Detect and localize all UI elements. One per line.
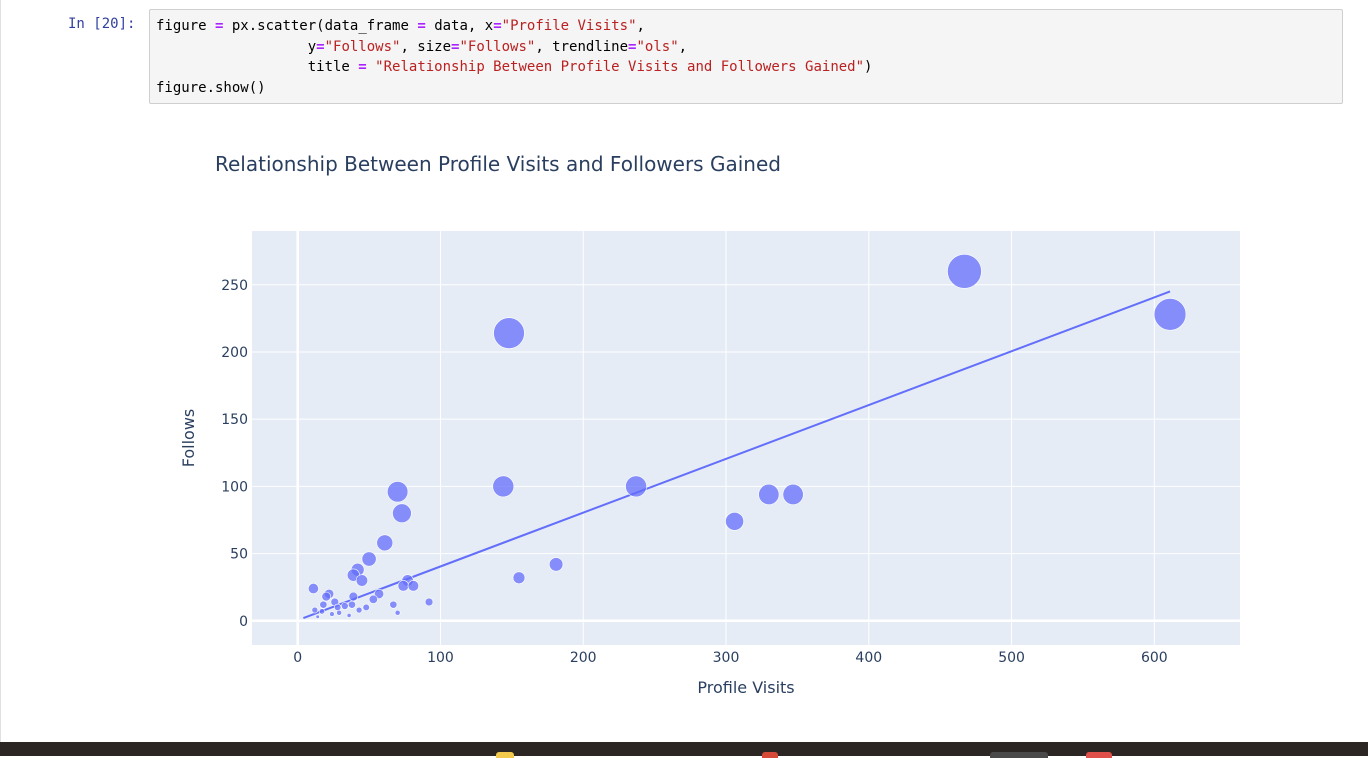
taskbar bbox=[0, 742, 1368, 758]
x-tick-label: 400 bbox=[855, 650, 882, 666]
data-point[interactable] bbox=[321, 591, 332, 602]
y-axis-label: Follows bbox=[179, 409, 198, 468]
x-tick-label: 100 bbox=[427, 650, 454, 666]
cell-prompt: In [20]: bbox=[68, 16, 136, 32]
data-point[interactable] bbox=[947, 254, 982, 289]
data-point[interactable] bbox=[387, 481, 409, 503]
data-point[interactable] bbox=[424, 597, 434, 607]
code-line-4: figure.show() bbox=[156, 79, 266, 96]
y-tick-label: 200 bbox=[221, 345, 248, 361]
data-point[interactable] bbox=[725, 511, 744, 531]
data-point[interactable] bbox=[512, 571, 526, 585]
x-tick-label: 300 bbox=[713, 650, 740, 666]
taskbar-app-icon[interactable] bbox=[496, 752, 514, 758]
data-point[interactable] bbox=[782, 483, 804, 505]
x-tick-label: 600 bbox=[1141, 650, 1168, 666]
code-editor[interactable]: figure = px.scatter(data_frame = data, x… bbox=[150, 10, 1342, 104]
notebook-left-border bbox=[0, 0, 1, 742]
data-point[interactable] bbox=[346, 613, 352, 618]
x-tick-labels: 0 100 200 300 400 500 600 bbox=[293, 650, 1167, 666]
trendline-layer bbox=[303, 290, 1171, 620]
x-tick-label: 200 bbox=[570, 650, 597, 666]
data-point[interactable] bbox=[392, 503, 412, 524]
data-point[interactable] bbox=[1153, 298, 1187, 331]
data-point[interactable] bbox=[397, 580, 410, 592]
data-point[interactable] bbox=[347, 600, 356, 609]
data-point[interactable] bbox=[307, 583, 319, 595]
data-point[interactable] bbox=[341, 602, 349, 610]
taskbar-app-icon[interactable] bbox=[990, 752, 1048, 758]
y-tick-label: 50 bbox=[230, 547, 248, 563]
y-tick-label: 0 bbox=[239, 614, 248, 630]
trendline bbox=[303, 290, 1171, 620]
data-point[interactable] bbox=[493, 317, 525, 349]
y-tick-label: 150 bbox=[221, 412, 248, 428]
data-point[interactable] bbox=[348, 591, 359, 602]
x-axis-label: Profile Visits bbox=[697, 678, 794, 697]
data-point[interactable] bbox=[355, 574, 369, 587]
code-line-2: y="Follows", size="Follows", trendline="… bbox=[307, 38, 688, 55]
chart-title: Relationship Between Profile Visits and … bbox=[215, 152, 781, 176]
data-point[interactable] bbox=[319, 600, 328, 609]
data-point[interactable] bbox=[361, 551, 377, 567]
data-point[interactable] bbox=[368, 594, 378, 604]
x-tick-label: 500 bbox=[998, 650, 1025, 666]
data-point[interactable] bbox=[492, 475, 515, 498]
data-point[interactable] bbox=[362, 603, 370, 611]
x-tick-label: 0 bbox=[293, 650, 302, 666]
scatter-points bbox=[307, 254, 1187, 619]
data-point[interactable] bbox=[311, 606, 319, 614]
scatter-chart[interactable]: 0 100 200 300 400 500 600 0 50 100 150 200 250 Rela… bbox=[150, 120, 1340, 720]
data-point[interactable] bbox=[334, 603, 342, 611]
taskbar-app-icon[interactable] bbox=[1086, 752, 1112, 758]
y-tick-labels: 0 50 100 150 200 250 bbox=[221, 278, 248, 630]
data-point[interactable] bbox=[548, 557, 564, 572]
data-point[interactable] bbox=[329, 611, 335, 617]
y-tick-label: 100 bbox=[221, 479, 248, 495]
code-line-1: figure = px.scatter(data_frame = data, x… bbox=[156, 18, 645, 34]
data-point[interactable] bbox=[758, 483, 780, 505]
data-point[interactable] bbox=[376, 534, 394, 552]
data-point[interactable] bbox=[407, 580, 420, 592]
data-point[interactable] bbox=[394, 609, 401, 616]
plotly-figure[interactable]: 0 100 200 300 400 500 600 0 50 100 150 200 250 Rela… bbox=[150, 120, 1340, 720]
data-point[interactable] bbox=[625, 475, 647, 498]
data-point[interactable] bbox=[389, 600, 398, 609]
code-cell[interactable]: figure = px.scatter(data_frame = data, x… bbox=[149, 9, 1343, 104]
y-tick-label: 250 bbox=[221, 278, 248, 294]
data-point[interactable] bbox=[355, 606, 363, 614]
data-point[interactable] bbox=[315, 614, 320, 619]
code-line-3: title = "Relationship Between Profile Vi… bbox=[307, 59, 873, 75]
data-point[interactable] bbox=[336, 609, 342, 616]
gridlines bbox=[252, 231, 1240, 645]
data-point[interactable] bbox=[318, 608, 326, 615]
taskbar-app-icon[interactable] bbox=[762, 752, 778, 758]
